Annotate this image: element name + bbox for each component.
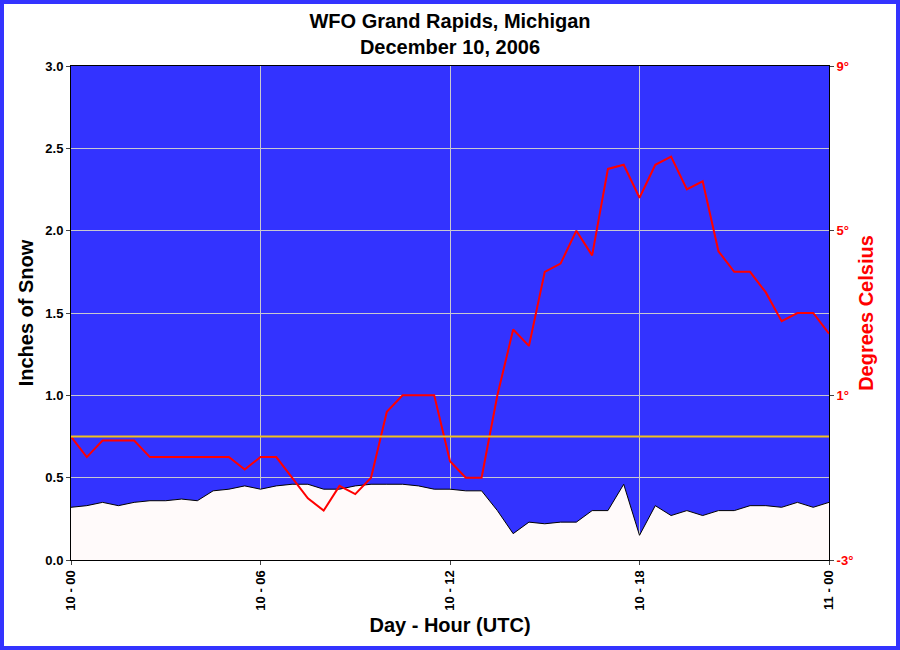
svg-text:10 - 06: 10 - 06 <box>253 570 268 610</box>
svg-text:-3°: -3° <box>837 553 854 568</box>
svg-text:1.5: 1.5 <box>45 306 63 321</box>
svg-text:5°: 5° <box>837 223 849 238</box>
svg-text:3.0: 3.0 <box>45 59 63 74</box>
svg-text:1.0: 1.0 <box>45 388 63 403</box>
svg-text:Degrees Celsius: Degrees Celsius <box>855 235 877 391</box>
svg-text:0.0: 0.0 <box>45 553 63 568</box>
svg-text:1°: 1° <box>837 388 849 403</box>
svg-text:2.0: 2.0 <box>45 223 63 238</box>
svg-text:WFO Grand Rapids, MichiganDece: WFO Grand Rapids, MichiganDecember 10, 2… <box>309 10 590 58</box>
svg-text:9°: 9° <box>837 59 849 74</box>
svg-text:Day - Hour (UTC): Day - Hour (UTC) <box>369 614 530 636</box>
svg-text:10 - 18: 10 - 18 <box>632 570 647 610</box>
svg-text:10 - 00: 10 - 00 <box>63 570 78 610</box>
svg-text:10 - 12: 10 - 12 <box>442 570 457 610</box>
svg-text:0.5: 0.5 <box>45 470 63 485</box>
svg-text:11 - 00: 11 - 00 <box>821 570 836 610</box>
svg-text:Inches of Snow: Inches of Snow <box>15 239 37 386</box>
svg-text:2.5: 2.5 <box>45 141 63 156</box>
